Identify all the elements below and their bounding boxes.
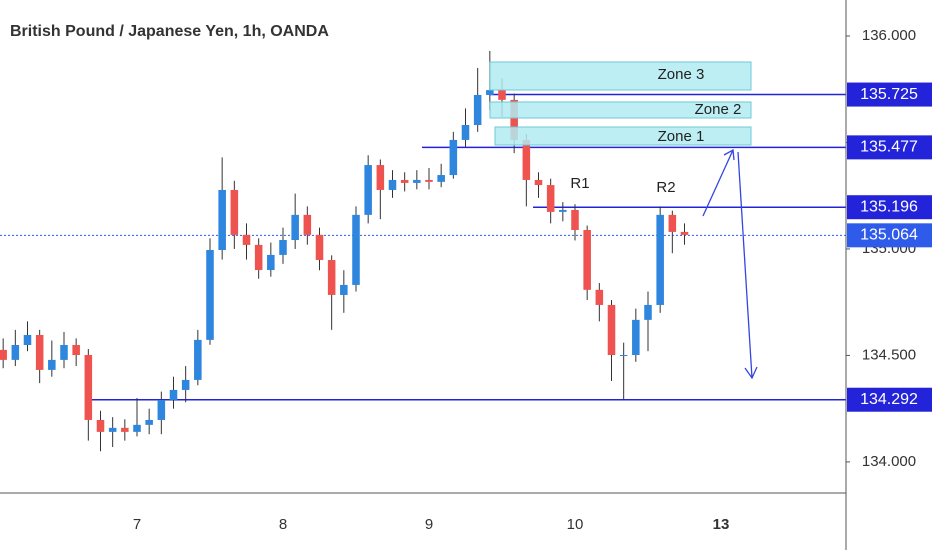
zone xyxy=(489,61,752,91)
candle-body xyxy=(425,179,433,182)
candle-body xyxy=(315,234,324,261)
plot-area xyxy=(0,50,846,452)
candle-body xyxy=(461,125,470,140)
candle-body xyxy=(291,214,299,241)
candle-body xyxy=(388,179,397,190)
candle-body xyxy=(546,185,555,212)
candle-body xyxy=(559,209,567,212)
candle-body xyxy=(121,427,129,432)
chart-title: British Pound / Japanese Yen, 1h, OANDA xyxy=(10,23,329,40)
candle-body xyxy=(145,419,153,425)
candle-body xyxy=(376,165,385,190)
x-tick-label: 8 xyxy=(279,516,287,533)
y-tick-label: 134.500 xyxy=(862,346,916,363)
candle-body xyxy=(267,254,275,271)
arrow-head xyxy=(723,148,735,161)
x-tick-label: 10 xyxy=(567,516,584,533)
candle-body xyxy=(72,344,80,356)
candle-body xyxy=(157,399,166,420)
zone xyxy=(489,101,752,119)
candle-body xyxy=(449,139,458,176)
candle-body xyxy=(169,389,178,400)
x-tick-label: 7 xyxy=(133,516,141,533)
level-price-label: 134.292 xyxy=(860,391,918,408)
x-tick-label: 13 xyxy=(713,516,730,533)
candle-body xyxy=(35,334,44,370)
candle-body xyxy=(48,359,56,370)
candle-body xyxy=(133,424,141,432)
price-axis: 134.000134.500135.000135.500136.000135.7… xyxy=(846,27,932,470)
candle-body xyxy=(84,355,93,420)
candle-body xyxy=(510,99,518,140)
level-price-box xyxy=(847,82,932,107)
level-price-label: 135.477 xyxy=(860,139,918,156)
candle-body xyxy=(60,344,68,360)
candle-body xyxy=(486,90,494,95)
level-price-label: 135.725 xyxy=(860,86,918,103)
candle-body xyxy=(619,355,628,357)
zone-label: Zone 2 xyxy=(695,101,742,118)
candle-body xyxy=(473,94,482,126)
candle-body xyxy=(0,349,7,360)
candle-body xyxy=(279,240,287,255)
candle-body xyxy=(680,231,689,235)
candle-body xyxy=(632,319,640,356)
candle-body xyxy=(23,334,32,345)
level-price-box xyxy=(847,135,932,160)
candle-body xyxy=(364,165,372,215)
candle-body xyxy=(108,427,117,432)
current-price-label: 135.064 xyxy=(860,227,918,244)
candle-body xyxy=(230,189,239,235)
candle-body xyxy=(668,214,677,232)
zone-label: Zone 1 xyxy=(658,128,705,145)
y-tick-label: 134.000 xyxy=(862,453,916,470)
projection-arrows xyxy=(702,148,758,380)
candle-body xyxy=(400,179,409,183)
candle-body xyxy=(242,234,251,245)
candle-body xyxy=(303,214,312,235)
candle-body xyxy=(534,179,543,186)
zone xyxy=(494,126,752,146)
current-price-box xyxy=(847,223,932,248)
candle-body xyxy=(656,214,664,305)
candle-body xyxy=(437,175,445,182)
candle-body xyxy=(254,244,263,271)
candle-body xyxy=(218,189,226,251)
level-price-box xyxy=(847,387,932,412)
arrow-head xyxy=(744,366,758,380)
zone-label: Zone 3 xyxy=(658,66,705,83)
candle-body xyxy=(583,229,591,290)
candle-body xyxy=(413,179,421,183)
candle-body xyxy=(644,304,652,320)
candle-body xyxy=(327,260,336,295)
candle-body xyxy=(11,344,20,360)
candle-body xyxy=(194,339,202,380)
x-tick-label: 9 xyxy=(425,516,433,533)
candle-body xyxy=(340,284,348,295)
candle-body xyxy=(498,90,506,100)
candle-body xyxy=(571,209,579,230)
arrow-up xyxy=(702,149,734,217)
candle-body xyxy=(96,419,105,432)
candle-body xyxy=(181,379,190,390)
level-price-box xyxy=(847,195,932,220)
candle-body xyxy=(522,139,531,180)
candle-body xyxy=(595,289,604,305)
candle-body xyxy=(352,214,360,285)
annotation: R2 xyxy=(656,179,675,196)
candle-body xyxy=(206,250,214,340)
annotation: R1 xyxy=(570,175,589,192)
candle-body xyxy=(607,304,616,356)
level-price-label: 135.196 xyxy=(860,198,918,215)
y-tick-label: 136.000 xyxy=(862,27,916,44)
arrow-down xyxy=(737,151,753,379)
